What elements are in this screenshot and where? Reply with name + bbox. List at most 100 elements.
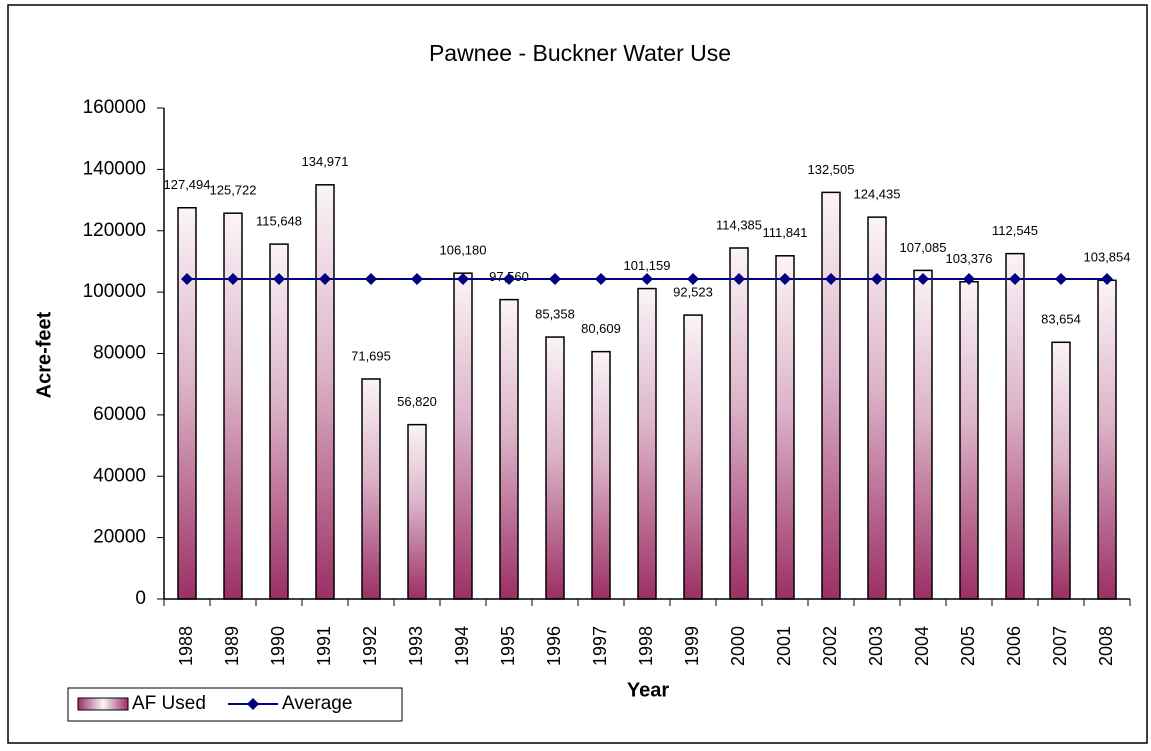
line-marker (825, 273, 837, 286)
line-marker (917, 273, 929, 286)
y-tick-label: 100000 (83, 281, 146, 302)
data-label: 106,180 (440, 243, 487, 258)
bar (177, 207, 197, 600)
data-label: 85,358 (535, 306, 575, 321)
bar (315, 184, 335, 600)
legend-marker (247, 698, 259, 710)
line-marker (595, 273, 607, 286)
bar (959, 281, 979, 600)
x-axis-label: Year (627, 679, 669, 701)
bar (223, 212, 243, 600)
line-marker (1101, 273, 1113, 286)
x-tick-label: 1997 (590, 626, 610, 666)
bar (683, 314, 703, 600)
line-marker (273, 273, 285, 286)
y-tick-label: 20000 (93, 527, 146, 548)
line-marker (963, 273, 975, 286)
data-label: 125,722 (210, 183, 257, 198)
legend-label: AF Used (132, 693, 206, 714)
data-label: 111,841 (762, 225, 807, 240)
bar (499, 298, 519, 600)
y-tick-label: 60000 (93, 404, 146, 425)
line-marker (457, 273, 469, 286)
x-tick-label: 2008 (1096, 626, 1116, 666)
chart-frame (7, 4, 1148, 744)
line-marker (319, 273, 331, 286)
data-label: 101,159 (624, 258, 671, 273)
data-label: 114,385 (716, 217, 762, 232)
y-tick-label: 160000 (83, 97, 146, 118)
data-label: 134,971 (302, 154, 349, 169)
line-marker (1055, 273, 1067, 286)
bar (591, 350, 611, 600)
y-tick-label: 40000 (93, 465, 146, 486)
bar (729, 247, 749, 600)
data-label: 92,523 (673, 285, 713, 300)
bar (361, 378, 381, 600)
x-tick-label: 2001 (774, 626, 794, 666)
y-tick-label: 120000 (83, 220, 146, 241)
line-marker (227, 273, 239, 286)
x-tick-label: 2002 (820, 626, 840, 666)
data-label: 124,435 (854, 187, 901, 202)
x-tick-label: 1999 (682, 626, 702, 666)
data-label: 107,085 (900, 240, 947, 255)
data-label: 83,654 (1041, 312, 1081, 327)
legend-label: Average (282, 693, 352, 714)
x-tick-label: 1989 (222, 626, 242, 666)
bar (269, 243, 289, 600)
bar (1097, 279, 1117, 600)
bar (545, 336, 565, 600)
line-marker (733, 273, 745, 286)
x-tick-label: 1992 (360, 626, 380, 666)
line-marker (687, 273, 699, 286)
x-tick-label: 1996 (544, 626, 564, 666)
line-marker (503, 273, 515, 286)
x-tick-label: 2003 (866, 626, 886, 666)
line-marker (549, 273, 561, 286)
line-marker (365, 273, 377, 286)
x-tick-label: 2005 (958, 626, 978, 666)
chart-title: Pawnee - Buckner Water Use (429, 40, 731, 66)
x-tick-label: 1988 (176, 626, 196, 666)
data-label: 127,494 (164, 177, 211, 192)
x-tick-label: 1993 (406, 626, 426, 666)
x-tick-label: 1990 (268, 626, 288, 666)
bar (453, 272, 473, 600)
bar (407, 423, 427, 600)
line-marker (181, 273, 193, 286)
bar (821, 191, 841, 600)
data-label: 80,609 (581, 321, 621, 336)
data-label: 112,545 (992, 223, 1038, 238)
y-tick-label: 0 (135, 588, 146, 609)
line-marker (1009, 273, 1021, 286)
x-tick-label: 1995 (498, 626, 518, 666)
line-marker (871, 273, 883, 286)
bar (637, 287, 657, 600)
x-tick-label: 2004 (912, 626, 932, 666)
y-tick-label: 140000 (83, 158, 146, 179)
data-label: 103,854 (1084, 250, 1131, 265)
y-axis-label: Acre-feet (33, 311, 55, 398)
bar (775, 255, 795, 600)
x-tick-label: 2006 (1004, 626, 1024, 666)
data-label: 103,376 (946, 251, 993, 266)
y-tick-label: 80000 (93, 343, 146, 364)
x-tick-label: 2000 (728, 626, 748, 666)
bar (1051, 341, 1071, 600)
x-tick-label: 1994 (452, 626, 472, 666)
x-tick-label: 1991 (314, 626, 334, 666)
data-label: 132,505 (808, 162, 855, 177)
bar (913, 269, 933, 600)
line-marker (411, 273, 423, 286)
line-marker (779, 273, 791, 286)
line-marker (641, 273, 653, 286)
x-tick-label: 1998 (636, 626, 656, 666)
data-label: 71,695 (351, 348, 391, 363)
legend-swatch (77, 697, 129, 711)
bar (1005, 252, 1025, 600)
data-label: 115,648 (256, 214, 302, 229)
x-tick-label: 2007 (1050, 626, 1070, 666)
data-label: 56,820 (397, 394, 437, 409)
